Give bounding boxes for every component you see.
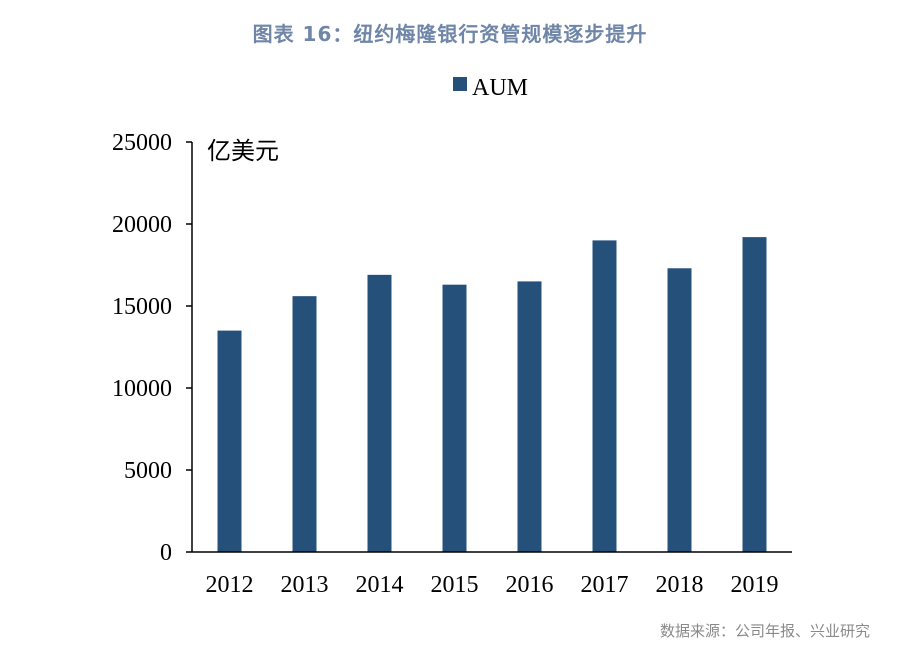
bar-2018 (667, 268, 692, 552)
x-axis-ticks: 2012 2013 2014 2015 2016 2017 2018 2019 (206, 572, 779, 598)
bar-2016 (517, 281, 542, 552)
bar-2015 (442, 284, 467, 552)
bar-2013 (292, 296, 317, 552)
x-tick-label: 2017 (581, 572, 629, 598)
x-tick-label: 2012 (206, 572, 254, 598)
y-axis-unit-label: 亿美元 (207, 138, 279, 165)
y-tick-label: 20000 (112, 212, 172, 238)
data-source-note: 数据来源：公司年报、兴业研究 (659, 622, 870, 640)
bar-2012 (217, 330, 242, 552)
chart-title: 图表 16：纽约梅隆银行资管规模逐步提升 (252, 22, 648, 46)
x-tick-label: 2019 (731, 572, 779, 598)
y-tick-label: 5000 (124, 458, 172, 484)
legend: AUM (453, 75, 528, 101)
bar-2014 (367, 274, 392, 552)
x-tick-label: 2014 (356, 572, 404, 598)
x-tick-label: 2015 (431, 572, 479, 598)
y-tick-label: 0 (160, 540, 172, 566)
legend-label: AUM (472, 75, 528, 101)
legend-swatch (453, 77, 467, 91)
bar-2017 (592, 240, 617, 552)
x-tick-label: 2013 (281, 572, 329, 598)
y-tick-label: 25000 (112, 130, 172, 156)
y-tick-label: 10000 (112, 376, 172, 402)
x-tick-label: 2018 (656, 572, 704, 598)
y-axis-ticks: 0 5000 10000 15000 20000 25000 (112, 130, 192, 566)
bar-2019 (742, 237, 767, 552)
bars (217, 237, 767, 552)
y-tick-label: 15000 (112, 294, 172, 320)
x-tick-label: 2016 (506, 572, 554, 598)
